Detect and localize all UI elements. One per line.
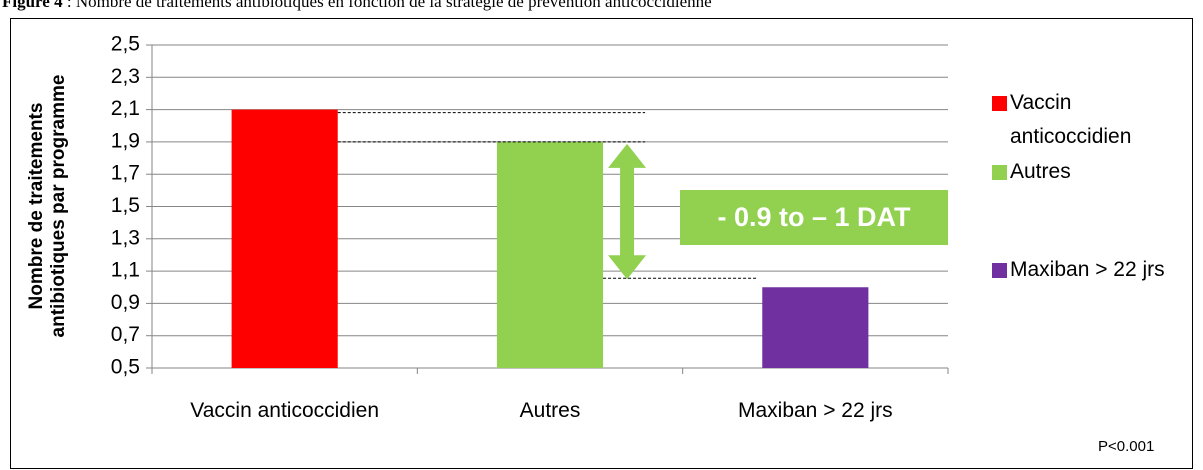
note: P<0.001 [1098, 438, 1155, 455]
bar [496, 141, 604, 368]
legend-swatch [992, 96, 1007, 111]
chart-border [10, 18, 1193, 469]
y-tick-label: 2,5 [111, 33, 140, 56]
y-tick-label: 2,1 [111, 97, 140, 120]
y-tick-label: 0,9 [111, 291, 140, 314]
chart-title: Figure 4 : Nombre de traitements antibio… [2, 0, 712, 12]
legend-label: Vaccin anticoccidien [1010, 91, 1132, 148]
bar [762, 287, 869, 368]
y-tick-label: 1,3 [111, 226, 140, 249]
y-tick-label: 0,5 [111, 356, 140, 379]
legend-label: Autres [1010, 160, 1071, 183]
y-tick-label: 0,7 [111, 323, 140, 346]
y-axis-label: Nombre de traitements antibiotiques par … [26, 74, 69, 338]
legend-swatch [992, 165, 1007, 180]
legend-label: Maxiban > 22 jrs [1010, 258, 1165, 281]
title-text: : Nombre de traitements antibiotiques en… [62, 0, 712, 11]
x-tick-label: Maxiban > 22 jrs [737, 399, 893, 422]
x-tick-label: Vaccin anticoccidien [190, 399, 380, 422]
y-tick-label: 1,9 [111, 129, 140, 152]
y-tick-label: 2,3 [111, 65, 140, 88]
bar [231, 109, 338, 368]
x-tick-label: Autres [519, 399, 581, 422]
y-tick-label: 1,5 [111, 194, 140, 217]
arrow [608, 143, 647, 280]
annotation: - 0.9 to – 1 DAT [680, 190, 948, 245]
y-tick-label: 1,7 [111, 162, 140, 185]
y-tick-label: 1,1 [111, 259, 140, 282]
legend-swatch [992, 263, 1007, 278]
figure-label: Figure 4 [2, 0, 63, 11]
